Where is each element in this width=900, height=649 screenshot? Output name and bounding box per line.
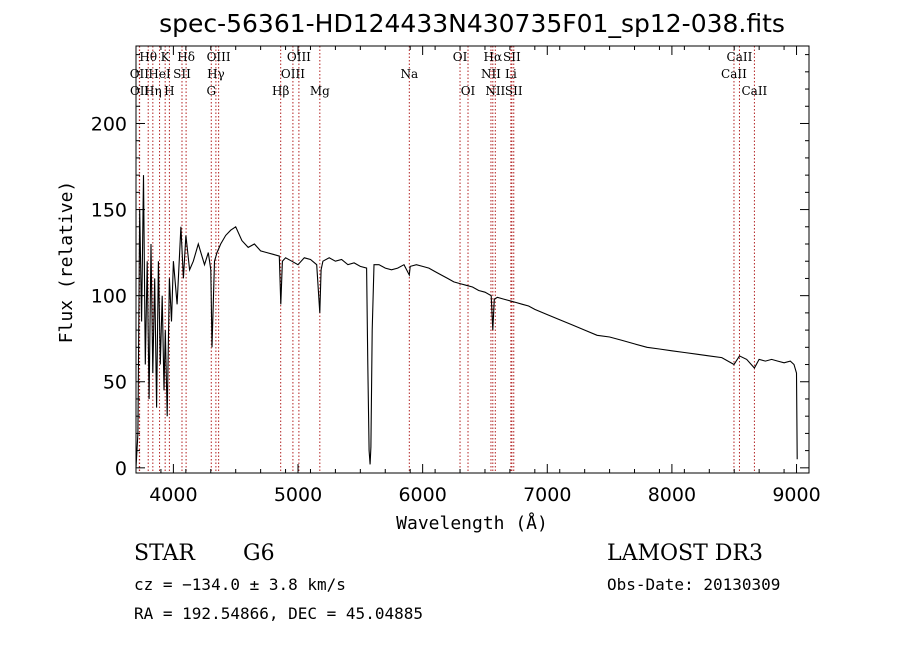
line-label-21: NII: [481, 67, 501, 81]
line-label-10: Hγ: [207, 67, 225, 81]
object-class: STAR: [134, 541, 196, 566]
spectral-line-markers: [138, 46, 755, 473]
line-label-4: HeI: [148, 67, 171, 81]
x-axis-label: Wavelength (Å): [396, 512, 548, 534]
line-label-25: CaII: [727, 50, 753, 64]
x-tick-label-4: 8000: [648, 484, 696, 506]
line-label-23: NII: [485, 84, 505, 98]
x-tick-label-0: 4000: [149, 484, 197, 506]
coordinates: RA = 192.54866, DEC = 45.04885: [134, 604, 423, 623]
spectrum-curve: [135, 175, 798, 468]
line-label-11: G: [206, 84, 216, 98]
redshift-readout: cz = −134.0 ± 3.8 km/s: [134, 575, 346, 594]
x-tick-label-1: 5000: [274, 484, 322, 506]
y-tick-label-0: 0: [115, 458, 127, 480]
y-axis-label: Flux (relative): [56, 181, 77, 344]
subclass: G6: [243, 541, 275, 566]
line-label-16: Na: [400, 67, 418, 81]
line-label-3: K: [161, 50, 171, 64]
line-label-8: Hδ: [177, 50, 195, 64]
x-axis-ticks: 4000 5000 6000 7000 8000 9000: [135, 46, 821, 506]
spectral-line-labels: Hθ OII OII K HeI Hη H SII Hδ OIII Hγ G Hβ OIII OIII Mg N…: [130, 50, 768, 98]
line-label-20: SII: [503, 50, 521, 64]
line-label-7: SII: [173, 67, 191, 81]
line-label-5: Hη: [144, 84, 162, 98]
line-label-9: OIII: [207, 50, 231, 64]
x-tick-label-5: 9000: [772, 484, 820, 506]
line-label-12: Hβ: [272, 84, 289, 98]
chart-title: spec-56361-HD124433N430735F01_sp12-038.f…: [159, 9, 785, 38]
line-label-13: OIII: [287, 50, 311, 64]
y-tick-label-4: 200: [91, 113, 127, 135]
line-label-14: OIII: [281, 67, 305, 81]
y-tick-label-1: 50: [103, 372, 127, 394]
line-label-2: OII: [130, 84, 150, 98]
line-label-17: OI: [453, 50, 468, 64]
survey-name: LAMOST DR3: [607, 541, 763, 566]
line-label-1: OII: [130, 67, 150, 81]
y-tick-label-3: 150: [91, 200, 127, 222]
x-tick-label-2: 6000: [398, 484, 446, 506]
line-label-26: CaII: [721, 67, 747, 81]
line-label-27: CaII: [741, 84, 767, 98]
line-label-6: H: [164, 84, 174, 98]
line-label-24: SII: [505, 84, 523, 98]
line-label-18: OI: [461, 84, 476, 98]
line-label-22: Li: [505, 67, 517, 81]
x-tick-label-3: 7000: [523, 484, 571, 506]
line-label-19: Hα: [484, 50, 503, 64]
obs-date: Obs-Date: 20130309: [607, 575, 780, 594]
plot-frame: [135, 45, 810, 474]
line-label-15: Mg: [310, 84, 330, 98]
y-axis-ticks: 0 50 100 150 200: [91, 54, 809, 480]
y-tick-label-2: 100: [91, 286, 127, 308]
line-label-0: Hθ: [139, 50, 157, 64]
